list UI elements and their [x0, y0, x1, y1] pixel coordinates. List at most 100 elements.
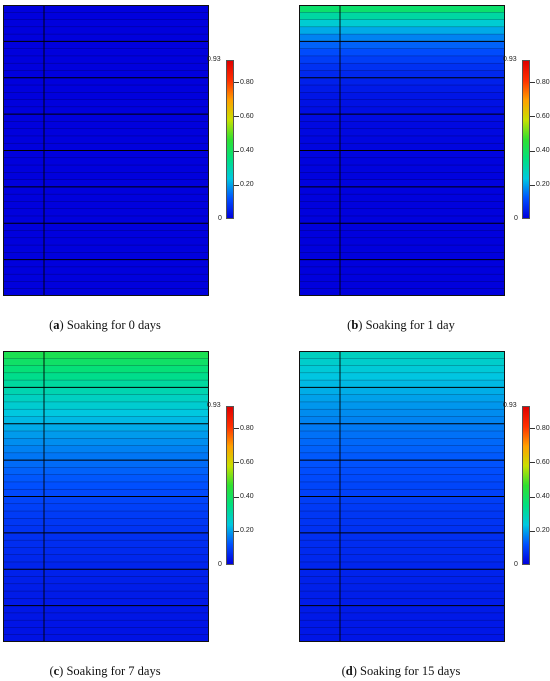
- caption-text: Soaking for 7 days: [66, 664, 161, 678]
- contour-band: [3, 245, 209, 253]
- contour-band: [3, 106, 209, 115]
- contour-band: [299, 70, 505, 79]
- contour-band: [299, 186, 505, 195]
- contour-band: [3, 358, 209, 367]
- colorbar-tick-label: 0.60: [536, 459, 550, 466]
- contour-band: [3, 380, 209, 388]
- contour-band: [299, 55, 505, 64]
- contour-band: [3, 372, 209, 381]
- panel-caption: (d) Soaking for 15 days: [341, 664, 461, 678]
- contour-band: [299, 401, 505, 410]
- moisture-contour-map: [3, 5, 209, 296]
- contour-band: [299, 165, 505, 173]
- colorbar-tick-label: 0.20: [240, 181, 254, 188]
- contour-band: [299, 532, 505, 541]
- contour-band: [3, 569, 209, 578]
- colorbar-tick-label: 0.60: [536, 113, 550, 120]
- colorbar-tick: [234, 428, 239, 429]
- contour-band: [3, 208, 209, 217]
- contour-band: [299, 34, 505, 42]
- colorbar: [522, 406, 530, 565]
- contour-band: [299, 41, 505, 50]
- contour-band: [3, 128, 209, 137]
- contour-band: [299, 445, 505, 454]
- contour-band: [3, 496, 209, 505]
- contour-band: [3, 55, 209, 64]
- contour-band: [3, 85, 209, 93]
- panel-soaking-0-days: (a) Soaking for 0 days 0.80 0.60 0.40 0.20 0…: [0, 0, 270, 332]
- contour-band: [3, 489, 209, 498]
- colorbar: [226, 406, 234, 565]
- panel-soaking-15-days: (d) Soaking for 15 days 0.80 0.60 0.40 0.20…: [296, 346, 550, 678]
- panel-letter: a: [53, 318, 60, 332]
- contour-band: [3, 591, 209, 599]
- contour-band: [299, 598, 505, 607]
- contour-band: [3, 547, 209, 556]
- contour-band: [3, 394, 209, 403]
- colorbar-max-label: 0.93: [503, 402, 517, 409]
- contour-band: [3, 172, 209, 181]
- contour-band: [3, 201, 209, 210]
- contour-band: [299, 365, 505, 374]
- contour-band: [3, 150, 209, 159]
- colorbar-tick: [530, 462, 535, 463]
- contour-band: [3, 70, 209, 79]
- contour-band: [3, 423, 209, 432]
- colorbar-tick-label: 0.80: [536, 425, 550, 432]
- contour-band: [299, 19, 505, 28]
- contour-band: [299, 106, 505, 115]
- contour-band: [299, 274, 505, 283]
- colorbar-tick-label: 0.20: [536, 181, 550, 188]
- panel-soaking-7-days: (c) Soaking for 7 days 0.80 0.60 0.40 0.20 0…: [0, 346, 270, 678]
- colorbar-max-label: 0.93: [207, 56, 221, 63]
- colorbar-min-label: 0: [514, 561, 518, 568]
- colorbar-tick: [530, 116, 535, 117]
- contour-band: [299, 474, 505, 483]
- colorbar-tick-label: 0.20: [536, 527, 550, 534]
- contour-band: [299, 394, 505, 403]
- contour-band: [299, 215, 505, 224]
- contour-band: [299, 172, 505, 181]
- contour-band: [299, 63, 505, 72]
- colorbar-tick: [530, 185, 535, 186]
- contour-band: [3, 460, 209, 469]
- contour-band: [299, 245, 505, 253]
- contour-band: [3, 365, 209, 374]
- colorbar-tick: [234, 531, 239, 532]
- contour-band: [299, 452, 505, 461]
- contour-band: [3, 252, 209, 261]
- panel-caption: (b) Soaking for 1 day: [347, 318, 455, 332]
- contour-band: [299, 99, 505, 108]
- contour-band: [299, 540, 505, 549]
- contour-band: [3, 230, 209, 239]
- contour-band: [299, 157, 505, 166]
- contour-band: [299, 503, 505, 512]
- contour-band: [299, 85, 505, 93]
- contour-band: [299, 351, 505, 359]
- contour-band: [3, 19, 209, 28]
- contour-band: [299, 288, 505, 296]
- contour-band: [3, 634, 209, 642]
- contour-band: [3, 452, 209, 461]
- map-border: [299, 351, 505, 642]
- colorbar-tick-label: 0.40: [536, 147, 550, 154]
- contour-band: [299, 179, 505, 188]
- contour-band: [299, 201, 505, 210]
- contour-band: [299, 92, 505, 101]
- contour-band: [3, 438, 209, 447]
- contour-band: [299, 150, 505, 159]
- caption-text: Soaking for 0 days: [66, 318, 161, 332]
- contour-band: [299, 481, 505, 490]
- moisture-contour-map: [299, 351, 505, 642]
- contour-band: [3, 409, 209, 418]
- contour-band: [299, 48, 505, 57]
- colorbar-tick: [234, 151, 239, 152]
- moisture-contour-map: [3, 351, 209, 642]
- contour-band: [299, 380, 505, 388]
- contour-band: [299, 518, 505, 527]
- contour-band: [3, 474, 209, 483]
- contour-band: [3, 467, 209, 476]
- contour-band: [3, 135, 209, 144]
- contour-band: [299, 547, 505, 556]
- contour-band: [3, 194, 209, 203]
